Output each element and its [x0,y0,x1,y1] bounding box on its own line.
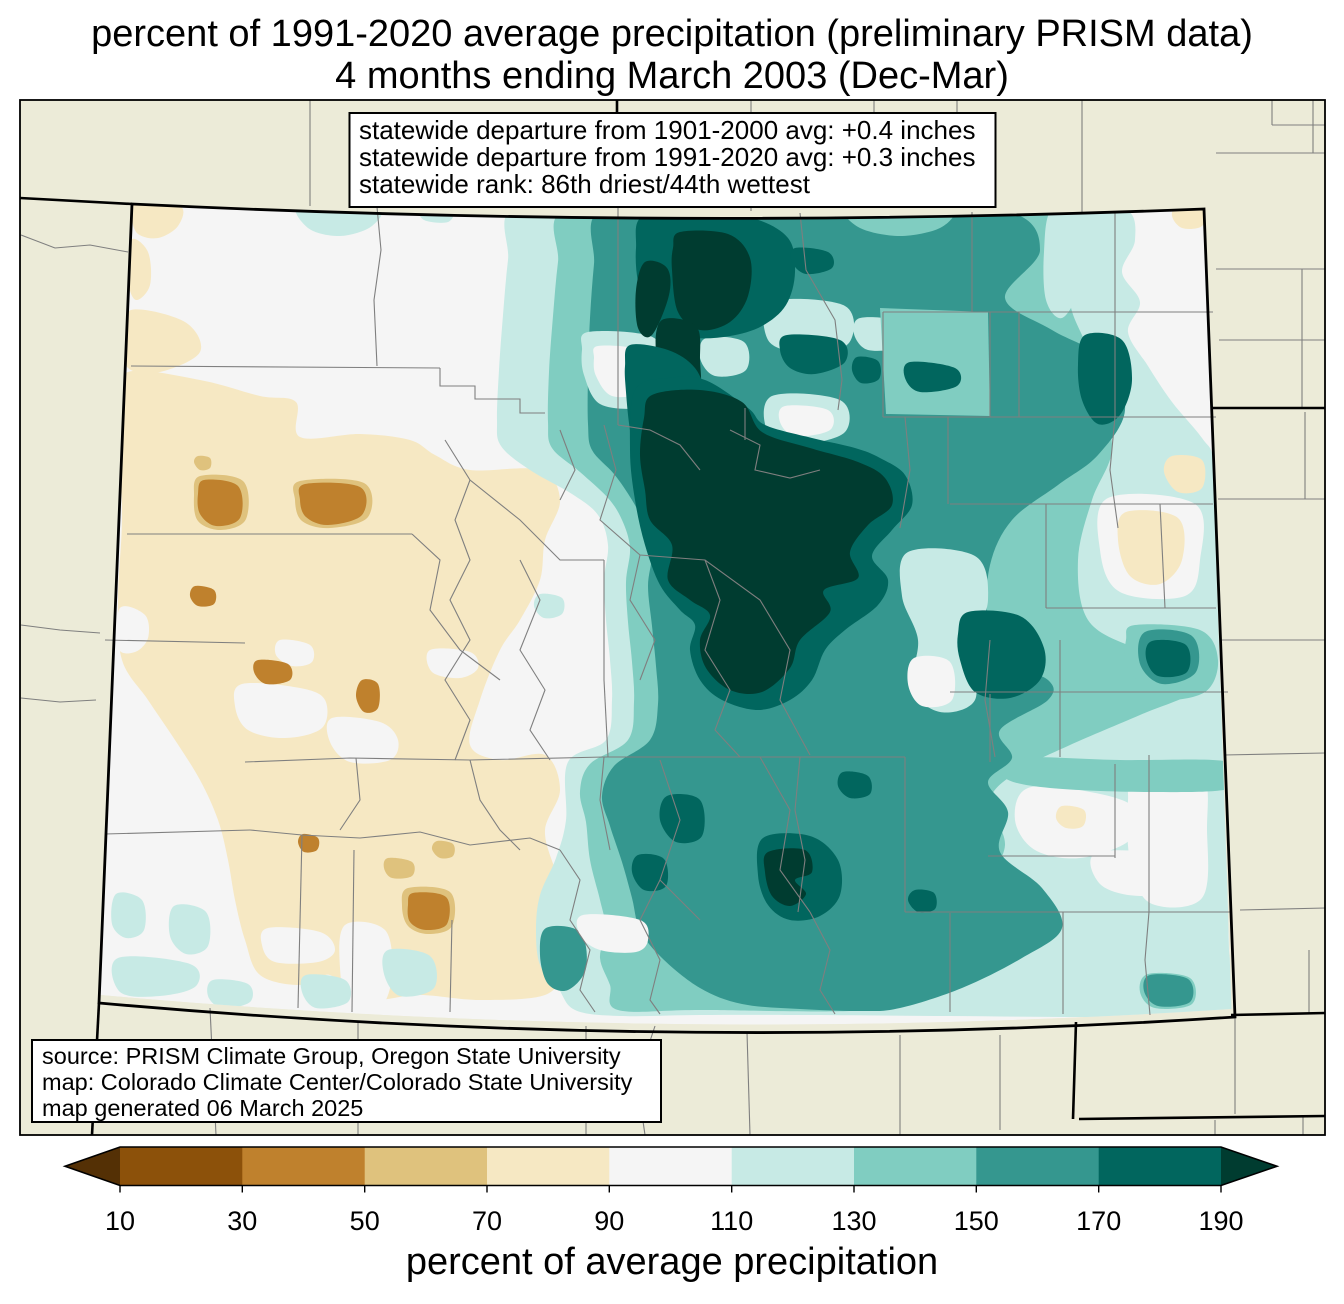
svg-text:50: 50 [350,1206,380,1236]
svg-text:percent of 1991-2020 average p: percent of 1991-2020 average precipitati… [91,13,1253,55]
svg-text:70: 70 [472,1206,502,1236]
svg-text:110: 110 [710,1206,753,1236]
svg-text:source: PRISM Climate Group, O: source: PRISM Climate Group, Oregon Stat… [42,1043,621,1069]
svg-text:150: 150 [954,1206,999,1236]
svg-text:map generated 06 March 2025: map generated 06 March 2025 [42,1095,363,1121]
svg-text:170: 170 [1076,1206,1121,1236]
svg-text:statewide departure from 1991-: statewide departure from 1991-2020 avg: … [359,142,975,172]
svg-text:statewide rank: 86th driest/44: statewide rank: 86th driest/44th wettest [359,169,811,199]
svg-text:map: Colorado Climate Center/C: map: Colorado Climate Center/Colorado St… [42,1069,633,1095]
svg-text:10: 10 [105,1206,135,1236]
svg-text:190: 190 [1198,1206,1243,1236]
svg-text:90: 90 [594,1206,624,1236]
svg-text:30: 30 [227,1206,257,1236]
svg-text:percent of average precipitati: percent of average precipitation [406,1241,938,1283]
svg-text:130: 130 [831,1206,876,1236]
svg-text:statewide departure from 1901-: statewide departure from 1901-2000 avg: … [359,115,975,145]
svg-text:4 months ending March 2003 (De: 4 months ending March 2003 (Dec-Mar) [335,55,1009,97]
